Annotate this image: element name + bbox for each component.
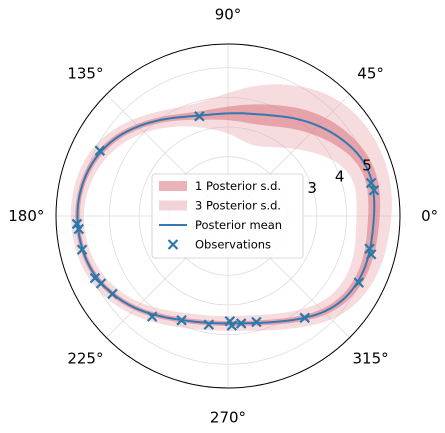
observation-point-17: [235, 318, 247, 329]
legend-label-band1: 1 Posterior s.d.: [195, 179, 281, 193]
legend-box: [151, 173, 304, 259]
axis-layer: 0° 45° 90° 135° 180° 225° 270° 315° 345: [8, 5, 438, 426]
observation-point-11: [107, 288, 118, 300]
observation-point-19: [299, 312, 311, 324]
observation-point-13: [176, 315, 187, 326]
radial-tick-label-3: 3: [307, 179, 317, 197]
observation-point-0: [368, 184, 380, 196]
angle-tick-label-270: 270°: [210, 409, 246, 427]
observation-point-20: [353, 277, 365, 288]
observation-point-12: [146, 311, 158, 322]
radial-tick-label-5: 5: [362, 156, 372, 174]
observation-point-18: [251, 316, 262, 328]
legend-label-line: Posterior mean: [195, 218, 282, 232]
polar-frame: [55, 43, 401, 389]
legend-label-band3: 3 Posterior s.d.: [195, 199, 281, 213]
angle-tick-label-315: 315°: [353, 350, 389, 368]
angle-tick-label-180: 180°: [8, 207, 44, 225]
legend-swatch-observations: [167, 239, 179, 250]
observation-point-1: [365, 177, 377, 189]
observation-point-3: [364, 243, 375, 254]
observation-point-14: [203, 319, 215, 330]
mean-layer: [76, 112, 376, 325]
angle-tick-label-135: 135°: [67, 64, 103, 82]
angle-tick-label-225: 225°: [67, 350, 103, 368]
legend-swatch-band-3: [159, 200, 187, 211]
angle-tick-label-45: 45°: [357, 64, 384, 82]
observation-point-16: [226, 320, 238, 331]
observation-point-7: [73, 223, 85, 235]
angle-tick-label-90: 90°: [215, 5, 242, 23]
observation-point-4: [194, 110, 205, 122]
legend: 1 Posterior s.d. 3 Posterior s.d. Posterio…: [151, 173, 304, 259]
bands-layer: [70, 84, 392, 331]
legend-swatch-band-1: [159, 181, 187, 191]
radial-tick-label-4: 4: [335, 168, 345, 186]
angle-tick-label-0: 0°: [421, 207, 438, 225]
observations-layer: [71, 110, 380, 331]
observation-point-10: [95, 278, 107, 289]
observation-point-5: [94, 145, 106, 156]
posterior-mean-line: [76, 112, 376, 325]
band-3-sd: [70, 84, 392, 331]
legend-label-marker: Observations: [195, 238, 271, 252]
observation-point-8: [76, 244, 88, 255]
